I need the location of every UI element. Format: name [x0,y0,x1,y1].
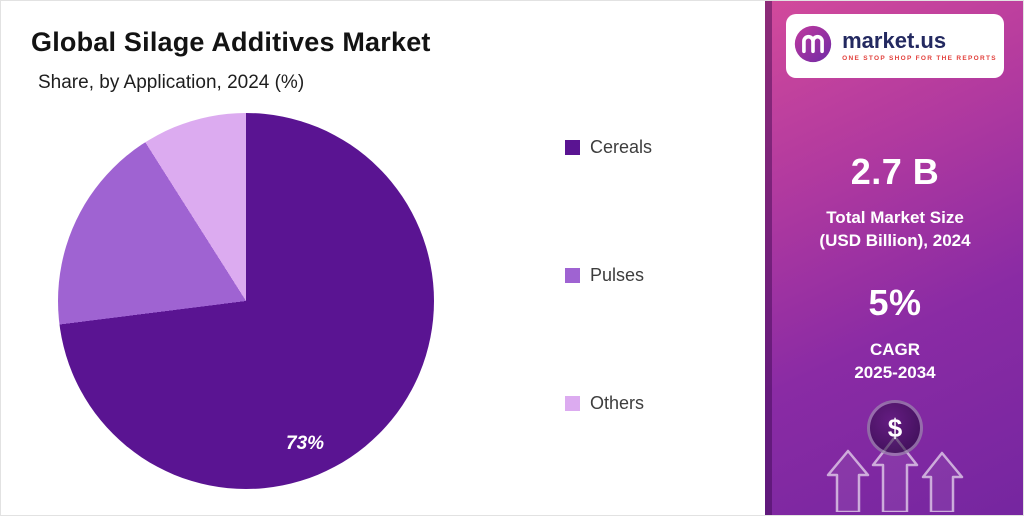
marketus-logo-card: market.us ONE STOP SHOP FOR THE REPORTS [786,14,1004,78]
market-size-value: 2.7 B [850,151,940,192]
growth-arrows-icon [810,435,980,515]
cagr-label-line1: CAGR [869,340,921,359]
market-size-label-line2: (USD Billion), 2024 [819,231,971,250]
legend-label-others: Others [590,393,645,413]
brand-name: market.us [842,28,947,53]
page-title: Global Silage Additives Market [31,27,431,57]
brand-tagline: ONE STOP SHOP FOR THE REPORTS [842,55,997,62]
cagr-label: CAGR 2025-2034 [765,338,1023,384]
market-size-label: Total Market Size (USD Billion), 2024 [765,206,1023,252]
legend-label-pulses: Pulses [590,265,645,285]
pie-slice-data-label: 73% [286,433,325,454]
brand-panel: market.us ONE STOP SHOP FOR THE REPORTS … [765,1,1023,515]
cagr-label-line2: 2025-2034 [854,363,936,382]
dollar-icon: $ [867,400,923,456]
legend-item-others: Others [565,393,652,414]
marketus-logo-icon [793,24,833,69]
legend-item-cereals: Cereals [565,137,652,158]
page-subtitle: Share, by Application, 2024 (%) [38,72,305,93]
legend-label-cereals: Cereals [590,137,653,157]
chart-legend: Cereals Pulses Others [565,137,652,414]
cagr-value: 5% [868,282,922,323]
pie-chart: 73% [58,113,434,489]
market-size-label-line1: Total Market Size [826,208,964,227]
legend-item-pulses: Pulses [565,265,652,286]
legend-swatch-pulses [565,268,580,283]
legend-swatch-cereals [565,140,580,155]
legend-swatch-others [565,396,580,411]
brand-text-block: market.us ONE STOP SHOP FOR THE REPORTS [842,28,997,63]
